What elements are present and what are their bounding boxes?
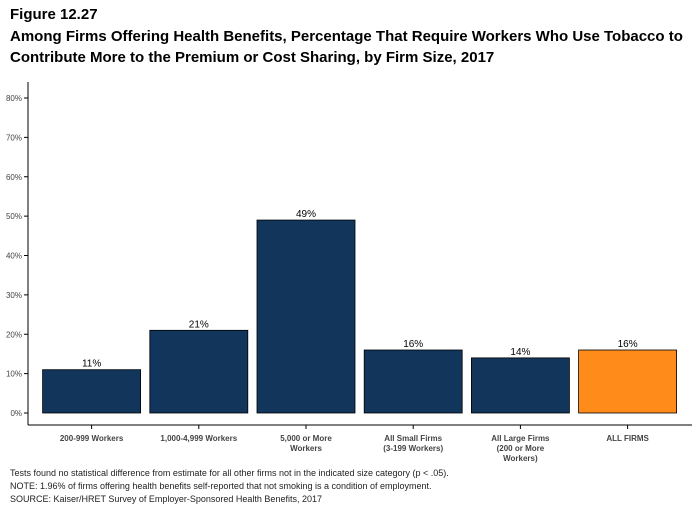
note-source: SOURCE: Kaiser/HRET Survey of Employer-S… (10, 494, 322, 504)
x-category-label: (200 or More (497, 444, 545, 453)
bar-value-label: 16% (403, 339, 423, 350)
x-category-label: 1,000-4,999 Workers (160, 434, 237, 443)
bar-value-label: 14% (510, 347, 530, 358)
bar (256, 219, 356, 414)
y-tick-label: 40% (6, 252, 22, 261)
bar (363, 349, 463, 414)
x-category-label: (3-199 Workers) (383, 444, 443, 453)
bar-value-label: 21% (189, 319, 209, 330)
chart-title: Among Firms Offering Health Benefits, Pe… (10, 28, 683, 66)
y-tick-label: 50% (6, 212, 22, 221)
x-axis-labels-group: 200-999 Workers 1,000-4,999 Workers 5,000 … (60, 425, 650, 463)
x-category-label: ALL FIRMS (606, 434, 649, 443)
x-category-label: Workers) (503, 454, 538, 463)
bar-chart: 0%10%20%30%40%50%60%70%80% 11%21%49%16%1… (6, 82, 692, 463)
y-tick-label: 0% (10, 409, 22, 418)
y-tick-label: 80% (6, 94, 22, 103)
bar-value-label: 16% (618, 339, 638, 350)
x-category-label: 5,000 or More (280, 434, 332, 443)
note-smoking: NOTE: 1.96% of firms offering health ben… (10, 481, 432, 491)
figure-label: Figure 12.27 (10, 6, 98, 23)
bars-group (42, 219, 677, 414)
bar-value-label: 49% (296, 209, 316, 220)
notes-block: Tests found no statistical difference fr… (10, 467, 449, 506)
x-category-label: All Large Firms (491, 434, 550, 443)
y-tick-label: 60% (6, 173, 22, 182)
bar-value-label: 11% (82, 359, 101, 370)
x-category-label: All Small Firms (384, 434, 442, 443)
y-tick-label: 30% (6, 291, 22, 300)
bar (578, 349, 677, 414)
y-axis-ticks: 0% 10% 20% 30% 40% 50% 60% 70% 80% (6, 94, 28, 418)
y-tick-label: 20% (6, 330, 22, 339)
y-tick-label: 10% (6, 370, 22, 379)
bar (42, 369, 141, 414)
y-tick-label: 70% (6, 133, 22, 142)
note-significance: Tests found no statistical difference fr… (10, 468, 449, 478)
x-category-label: 200-999 Workers (60, 434, 124, 443)
x-category-label: Workers (290, 444, 322, 453)
value-labels-group: 11% 21% 49% 16% 14% 16% (82, 209, 638, 370)
bar (149, 329, 249, 414)
bar (470, 357, 570, 414)
